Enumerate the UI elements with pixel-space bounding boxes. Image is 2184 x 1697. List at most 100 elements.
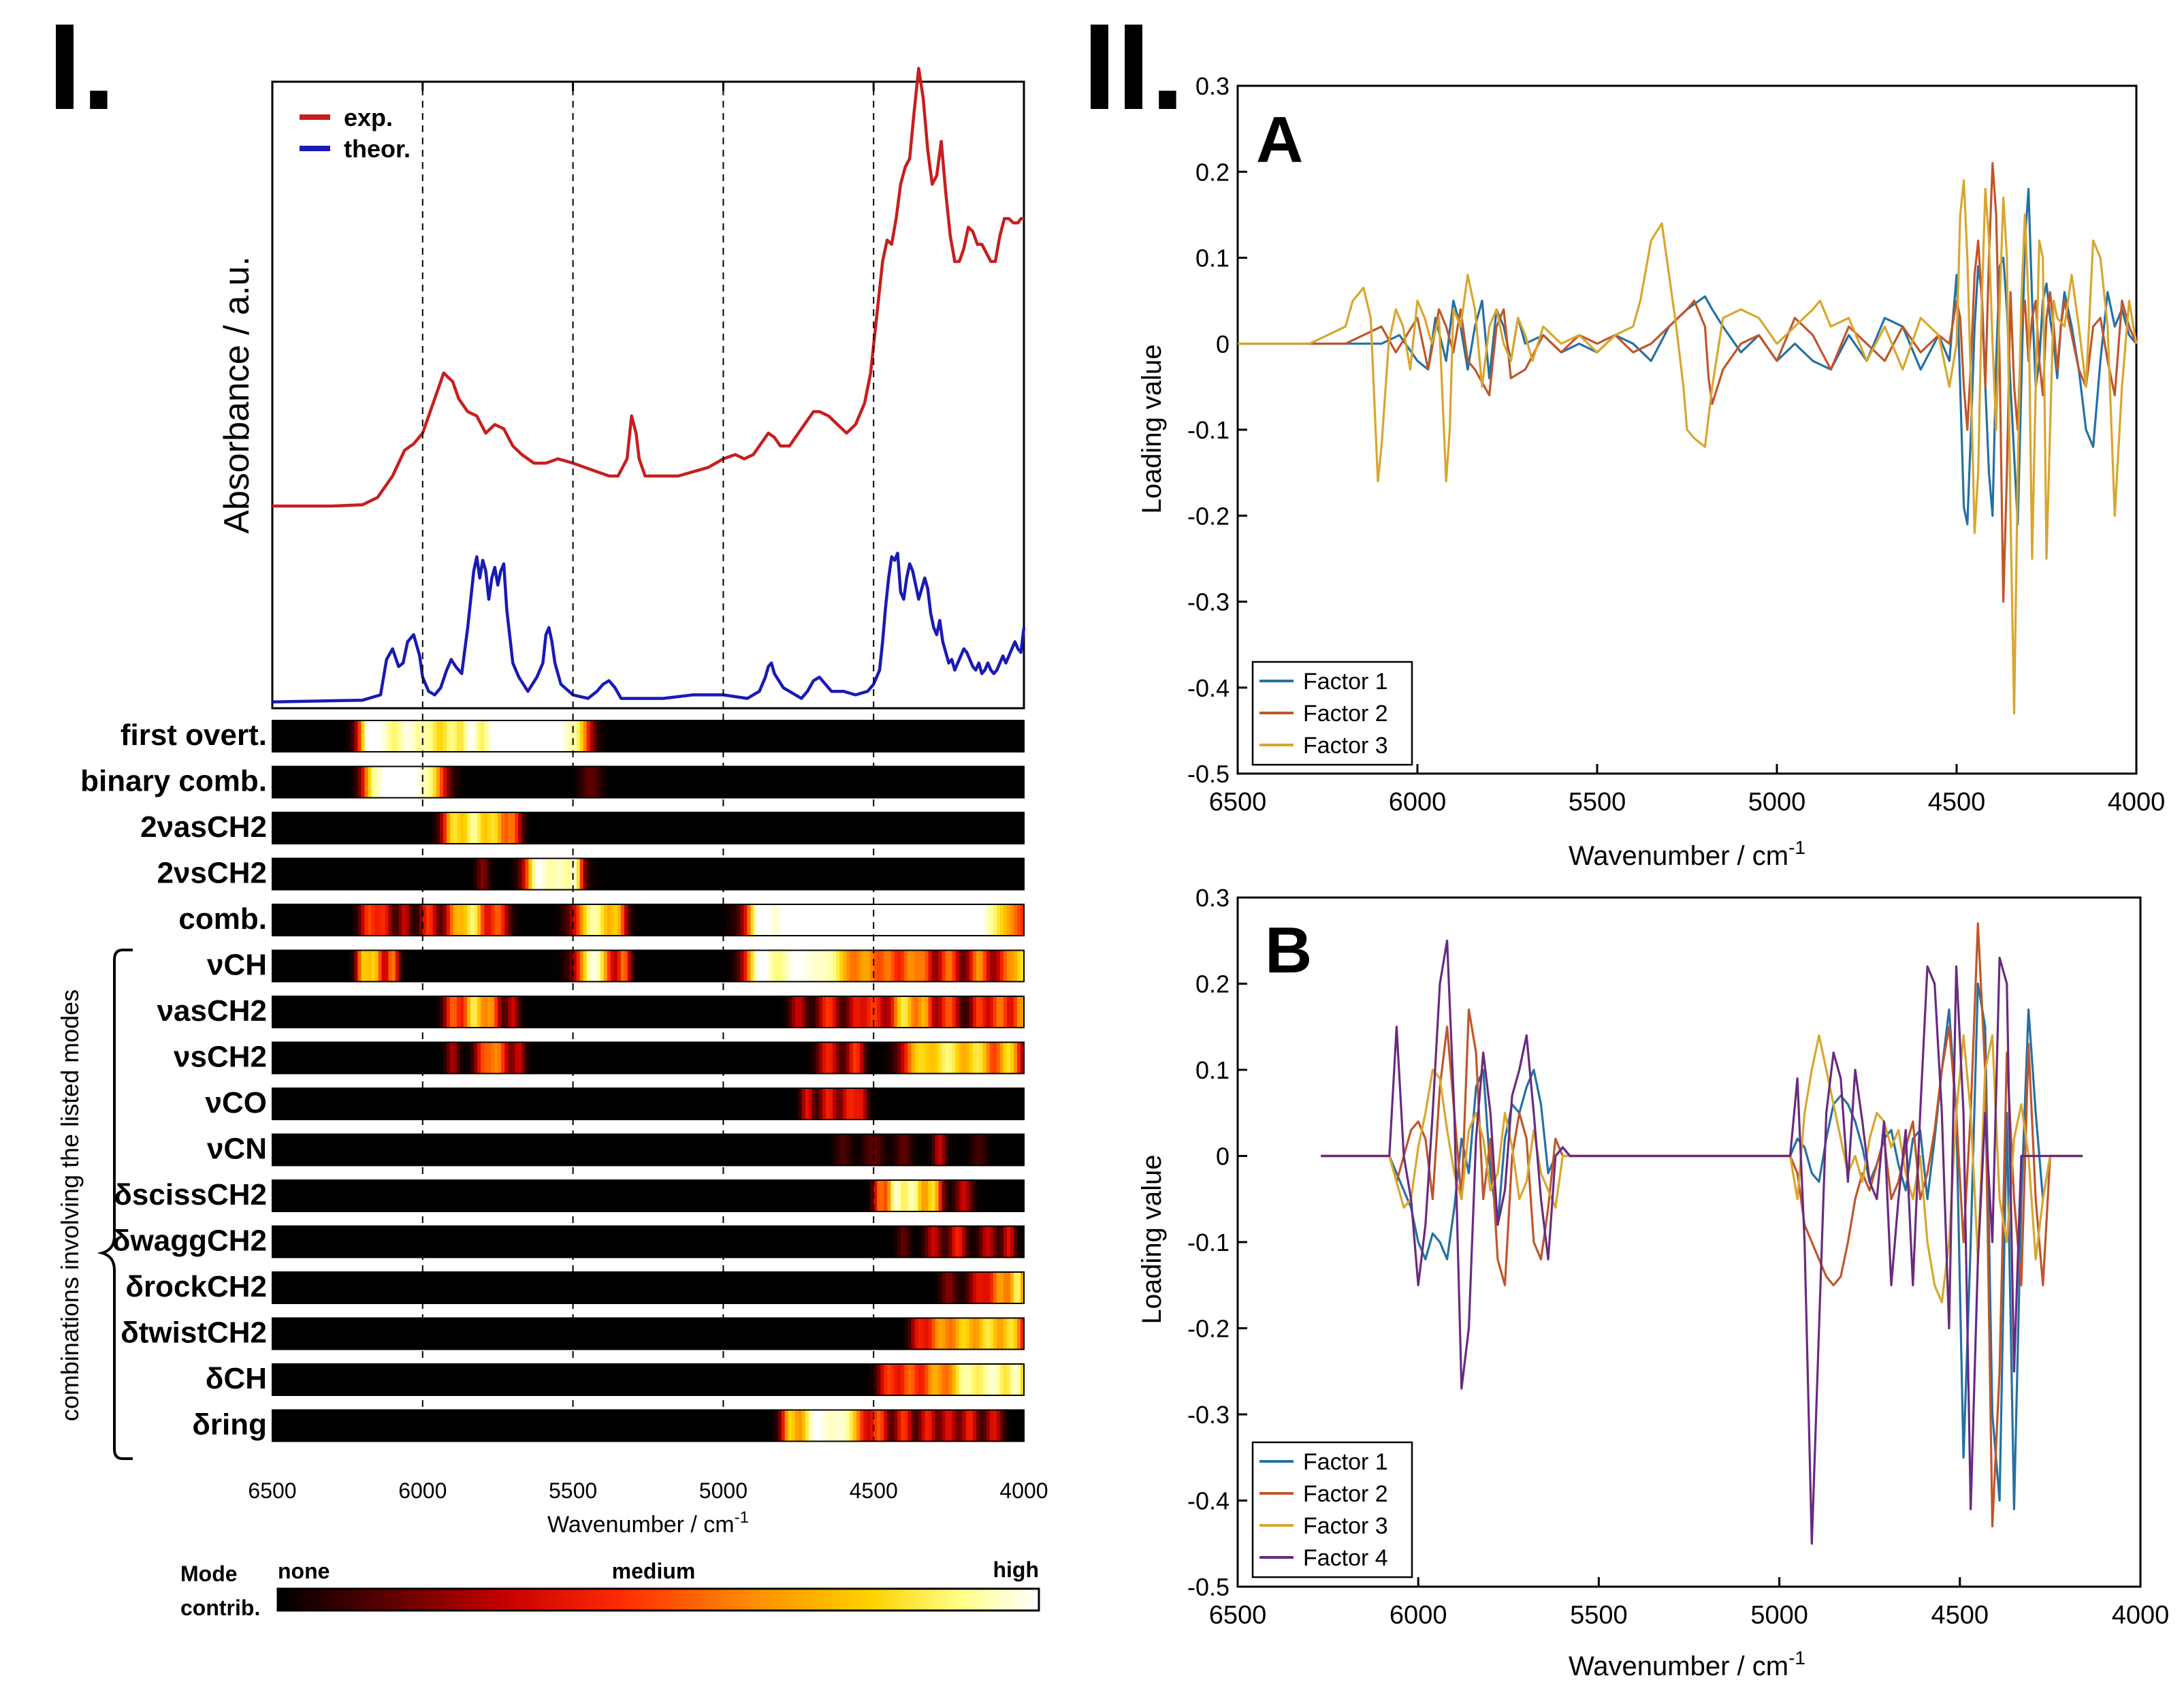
- heatmap-row-label: first overt.: [121, 718, 267, 752]
- heatmap-row-2-asch2: [272, 812, 1025, 844]
- plot-A-legend-label: Factor 1: [1303, 669, 1388, 695]
- plot-B-ytick-label: -0.2: [1187, 1315, 1230, 1343]
- heatmap-row-ring: [272, 1409, 1025, 1442]
- plot-B-series-factor-2: [1321, 922, 2083, 1527]
- panel-I-label: I.: [48, 0, 116, 136]
- heatmap-row-label: δring: [192, 1408, 267, 1442]
- plot-B-ylabel: Loading value: [1137, 1154, 1167, 1324]
- heatmap-row-label: δwaggCH2: [112, 1224, 267, 1258]
- panel-I-heatmap: first overt. binary comb. 2νasCH2 2νsCH2 com…: [56, 89, 1048, 1538]
- plot-A-ylabel: Loading value: [1137, 344, 1167, 513]
- plot-A-ytick-label: 0.2: [1195, 158, 1230, 186]
- plot-B-xtick-label: 5000: [1750, 1601, 1808, 1630]
- heatmap-row-label: δCH: [206, 1362, 267, 1395]
- heatmap-x-tick-6500: 6500: [248, 1478, 296, 1503]
- heatmap-x-tick-5000: 5000: [699, 1478, 748, 1503]
- plot-A-xtick-label: 6500: [1209, 788, 1267, 816]
- spectra-gridlines: [271, 82, 1025, 91]
- heatmap-gridlines: [421, 89, 875, 1442]
- plot-B-ytick-label: 0.1: [1195, 1056, 1230, 1084]
- heatmap-row-first-overt: [272, 720, 1025, 752]
- plot-A-ytick-label: -0.5: [1187, 760, 1230, 788]
- plot-A-series-factor-3: [1238, 179, 2138, 715]
- heatmap-row-rockch2: [272, 1271, 1025, 1304]
- plot-A-ytick-label: -0.1: [1187, 416, 1230, 444]
- colorbar-title-mode: Mode: [180, 1561, 238, 1586]
- plot-A-xtick-label: 5500: [1569, 788, 1626, 816]
- plot-A-xtick-label: 5000: [1748, 788, 1806, 816]
- heatmap-x-tick-4000: 4000: [999, 1478, 1048, 1503]
- panel-II-label: II.: [1082, 0, 1185, 136]
- spectra-frame: [271, 80, 1025, 710]
- plot-A-ytick-label: 0.3: [1195, 72, 1230, 100]
- plot-B-title: B: [1265, 914, 1312, 987]
- plot-B-xtick-label: 4000: [2112, 1601, 2170, 1630]
- plot-A-title: A: [1256, 104, 1303, 176]
- heatmap-row-label: 2νasCH2: [140, 810, 267, 844]
- plot-B-ytick-label: -0.1: [1187, 1228, 1230, 1256]
- heatmap-row-label: νasCH2: [157, 994, 267, 1028]
- plot-B-legend-label: Factor 4: [1303, 1545, 1388, 1571]
- heatmap-row-label: δtwistCH2: [121, 1316, 267, 1350]
- heatmap-row-label: νsCH2: [174, 1041, 267, 1074]
- plot-B-legend-label: Factor 2: [1303, 1481, 1388, 1507]
- heatmap-row-label: δrockCH2: [125, 1270, 267, 1303]
- plot-A-xtick-label: 6000: [1389, 788, 1447, 816]
- plot-B-xtick-label: 4500: [1931, 1601, 1989, 1630]
- heatmap-row-ch: [272, 949, 1025, 983]
- plot-A-xlabel: Wavenumber / cm-1: [1569, 837, 1805, 871]
- plot-A-xtick-label: 4000: [2108, 788, 2166, 816]
- plot-B-curves: [1321, 922, 2083, 1545]
- heatmap-row-co: [272, 1088, 1025, 1120]
- absorbance-axis-label: Absorbance / a.u.: [217, 256, 257, 534]
- wavenumber-axis-label-I: Wavenumber / cm-1: [547, 1508, 749, 1538]
- colorbar-high-label: high: [993, 1557, 1039, 1582]
- plot-A-ytick-label: -0.2: [1187, 502, 1230, 530]
- colorbar-title-contrib: contrib.: [180, 1596, 260, 1620]
- colorbar-none-label: none: [278, 1559, 330, 1583]
- spectra-curves: [272, 67, 1026, 704]
- plot-A-legend: Factor 1 Factor 2 Factor 3: [1251, 661, 1413, 766]
- plot-A-series-factor-1: [1238, 187, 2138, 526]
- plot-B-ytick-label: 0.2: [1195, 970, 1230, 998]
- plot-B-legend: Factor 1 Factor 2 Factor 3 Factor 4: [1251, 1441, 1413, 1579]
- legend-theor-label: theor.: [344, 135, 411, 163]
- plot-B-xtick-label: 5500: [1570, 1601, 1628, 1630]
- spectra-legend: exp. theor.: [300, 104, 411, 163]
- heatmap-x-ticks: 6500 6000 5500 5000 4500 4000: [248, 1478, 1048, 1503]
- heatmap-row-ch: [272, 1363, 1025, 1396]
- plot-B-legend-box: [1251, 1441, 1413, 1579]
- heatmap-row-scissch2: [272, 1179, 1025, 1212]
- plot-B-ytick-label: 0: [1216, 1143, 1230, 1171]
- heatmap-row-waggch2: [272, 1225, 1025, 1258]
- colorbar: Mode contrib. none medium high: [180, 1557, 1040, 1620]
- heatmap-row-label: comb.: [178, 902, 267, 936]
- heatmap-row-label: νCH: [207, 949, 267, 982]
- plot-B-legend-label: Factor 3: [1303, 1513, 1388, 1539]
- plot-A-ytick-label: 0.1: [1195, 244, 1230, 272]
- plot-A-xtick-label: 4500: [1928, 788, 1986, 816]
- heatmap-row-label: δscissCH2: [114, 1178, 267, 1211]
- heatmap-row-2-sch2: [272, 857, 1025, 891]
- plot-B-ytick-label: -0.3: [1187, 1401, 1230, 1429]
- plot-A-legend-label: Factor 3: [1303, 733, 1388, 759]
- panel-I-spectra: Absorbance / a.u. exp. theor.: [217, 67, 1026, 710]
- heatmap-x-tick-6000: 6000: [398, 1478, 447, 1503]
- heatmap-row-label: νCN: [207, 1132, 267, 1166]
- plot-B-xlabel: Wavenumber / cm-1: [1569, 1647, 1805, 1681]
- spectrum-theor: [272, 552, 1026, 704]
- plot-A-ytick-label: -0.4: [1187, 674, 1230, 702]
- heatmap-rows: [272, 720, 1025, 1442]
- plot-A-legend-label: Factor 2: [1303, 701, 1388, 727]
- plot-A-ytick-label: 0: [1216, 330, 1230, 358]
- plot-B-ytick-label: -0.4: [1187, 1487, 1230, 1515]
- heatmap-row-label: 2νsCH2: [157, 857, 267, 890]
- heatmap-x-tick-5500: 5500: [549, 1478, 597, 1503]
- plot-B-series-factor-3: [1321, 1034, 2083, 1304]
- heatmap-row-cn: [272, 1133, 1025, 1167]
- heatmap-x-tick-4500: 4500: [850, 1478, 898, 1503]
